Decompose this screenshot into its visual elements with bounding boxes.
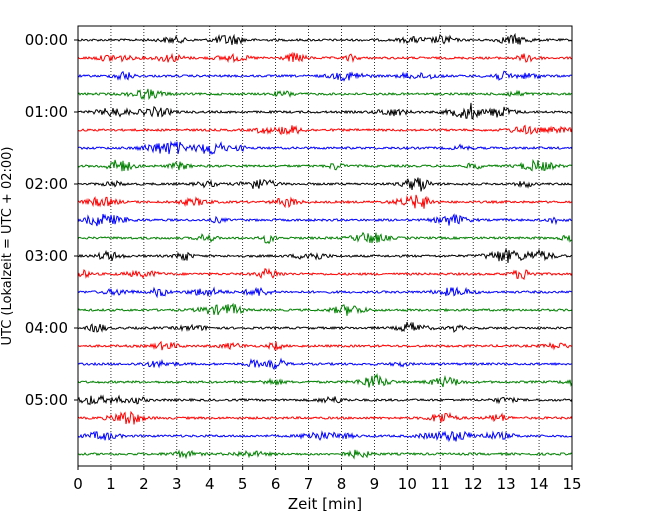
x-tick-label: 15 — [562, 475, 581, 493]
seismogram-trace — [77, 140, 573, 156]
x-tick-label: 5 — [238, 475, 248, 493]
seismogram-trace — [77, 430, 573, 443]
seismogram-trace — [77, 231, 573, 245]
seismogram-trace — [77, 410, 573, 425]
y-tick-label: 02:00 — [25, 175, 68, 193]
seismogram-trace — [77, 340, 573, 352]
seismogram-trace — [77, 51, 573, 64]
x-tick-label: 12 — [464, 475, 483, 493]
y-tick-label: 04:00 — [25, 319, 68, 337]
seismogram-trace — [77, 32, 573, 46]
x-tick-label: 6 — [271, 475, 281, 493]
x-tick-label: 7 — [304, 475, 314, 493]
y-tick-label: 03:00 — [25, 247, 68, 265]
seismogram-trace — [77, 213, 573, 227]
seismogram-trace — [77, 286, 573, 299]
seismogram-trace — [77, 102, 573, 120]
x-tick-label: 9 — [370, 475, 380, 493]
x-axis: 0 1 2 3 4 5 6 7 8 9 10 11 12 13 14 15 — [73, 466, 582, 493]
x-tick-label: 4 — [205, 475, 215, 493]
seismogram-trace — [77, 88, 573, 101]
seismogram-trace — [77, 449, 573, 460]
x-tick-label: 0 — [73, 475, 83, 493]
seismogram-trace — [77, 247, 573, 263]
seismogram-trace — [77, 177, 573, 192]
x-tick-label: 3 — [172, 475, 182, 493]
seismogram-trace — [77, 194, 573, 209]
y-tick-label: 01:00 — [25, 103, 68, 121]
trace-layer — [77, 32, 573, 460]
x-tick-label: 13 — [497, 475, 516, 493]
seismogram-trace — [77, 302, 573, 316]
y-axis: 00:00 01:00 02:00 03:00 04:00 05:00 — [25, 31, 78, 409]
seismogram-trace — [77, 357, 573, 371]
plot-frame — [77, 25, 573, 467]
seismogram-trace — [77, 158, 573, 172]
seismogram-trace — [77, 124, 573, 136]
seismogram-trace — [77, 321, 573, 333]
x-tick-label: 14 — [530, 475, 549, 493]
seismogram-trace — [77, 394, 573, 406]
x-tick-label: 10 — [398, 475, 417, 493]
y-tick-label: 00:00 — [25, 31, 68, 49]
x-axis-label: Zeit [min] — [288, 495, 362, 513]
y-tick-label: 05:00 — [25, 391, 68, 409]
seismogram-trace — [77, 267, 573, 281]
x-tick-label: 2 — [139, 475, 149, 493]
grid-layer — [110, 26, 540, 466]
x-tick-label: 1 — [106, 475, 116, 493]
y-axis-label: UTC (Lokalzeit = UTC + 02:00) — [0, 147, 15, 346]
seismogram-trace — [77, 70, 573, 82]
seismogram-trace — [77, 372, 573, 388]
x-tick-label: 8 — [337, 475, 347, 493]
x-tick-label: 11 — [431, 475, 450, 493]
